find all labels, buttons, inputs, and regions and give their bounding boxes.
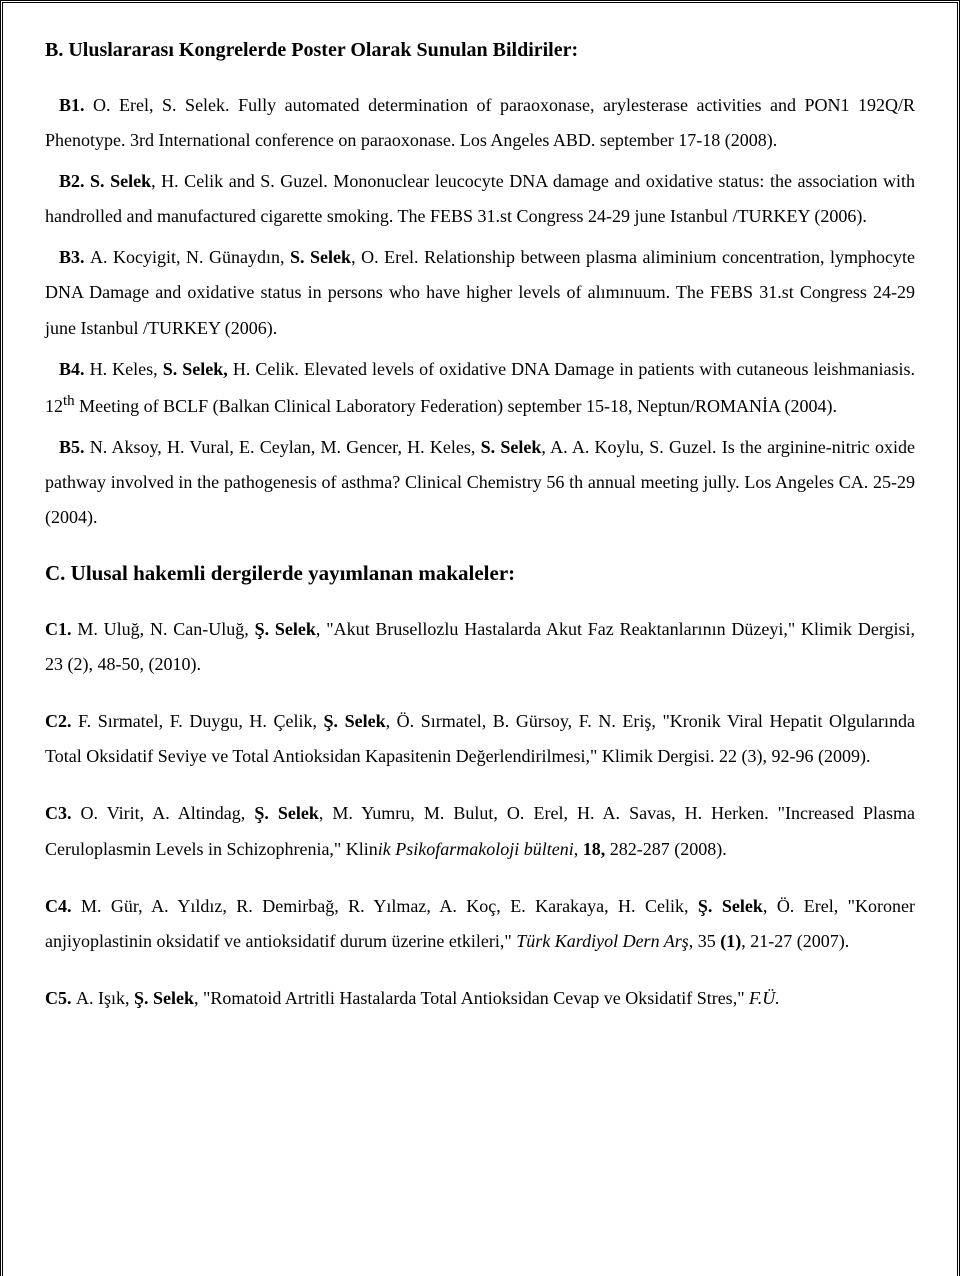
entry-c1: C1. M. Uluğ, N. Can-Uluğ, Ş. Selek, "Aku…: [45, 612, 915, 682]
entry-text: 282-287 (2008).: [610, 839, 727, 859]
entry-text: , 35: [689, 931, 721, 951]
entry-text: O. Erel, S. Selek.: [93, 95, 238, 115]
entry-label: B4.: [59, 359, 90, 379]
entry-b2: B2. S. Selek, H. Celik and S. Guzel. Mon…: [45, 164, 915, 234]
entry-text: O. Virit, A. Altindag,: [81, 803, 255, 823]
superscript: th: [63, 393, 75, 409]
entry-b3: B3. A. Kocyigit, N. Günaydın, S. Selek, …: [45, 240, 915, 345]
author-bold: Ş. Selek: [324, 711, 386, 731]
entry-c4: C4. M. Gür, A. Yıldız, R. Demirbağ, R. Y…: [45, 889, 915, 959]
entry-text: M. Gür, A. Yıldız, R. Demirbağ, R. Yılma…: [81, 896, 698, 916]
bold-text: 18,: [583, 839, 610, 859]
author-bold: S. Selek,: [163, 359, 233, 379]
entry-label: C2.: [45, 711, 78, 731]
entry-text: F. Sırmatel, F. Duygu, H. Çelik,: [78, 711, 323, 731]
italic-text: F.Ü.: [749, 988, 780, 1008]
entry-text: H. Keles,: [90, 359, 163, 379]
entry-b1: B1. O. Erel, S. Selek. Fully automated d…: [45, 88, 915, 158]
entry-c5: C5. A. Işık, Ş. Selek, "Romatoid Artritl…: [45, 981, 915, 1016]
section-b-heading: B. Uluslararası Kongrelerde Poster Olara…: [45, 31, 915, 70]
entry-text: N. Aksoy, H. Vural, E. Ceylan, M. Gencer…: [90, 437, 481, 457]
document-page: B. Uluslararası Kongrelerde Poster Olara…: [0, 0, 960, 1276]
entry-text: A. Kocyigit, N. Günaydın,: [90, 247, 290, 267]
entry-text: M. Uluğ, N. Can-Uluğ,: [77, 619, 254, 639]
author-bold: Ş. Selek: [254, 803, 319, 823]
entry-b5: B5. N. Aksoy, H. Vural, E. Ceylan, M. Ge…: [45, 430, 915, 535]
italic-text: ik Psikofarmakoloji bülteni: [378, 839, 574, 859]
author-bold: S. Selek: [90, 171, 151, 191]
entry-text: ,: [574, 839, 583, 859]
entry-label: B1.: [59, 95, 93, 115]
section-c-heading: C. Ulusal hakemli dergilerde yayımlanan …: [45, 553, 915, 594]
entry-label: C1.: [45, 619, 77, 639]
author-bold: S. Selek: [481, 437, 542, 457]
italic-text: Türk Kardiyol Dern Arş: [516, 931, 689, 951]
entry-label: B2.: [59, 171, 90, 191]
author-bold: Ş. Selek: [134, 988, 194, 1008]
entry-text: , H. Celik and S. Guzel. Mononuclear leu…: [45, 171, 915, 226]
author-bold: Ş. Selek: [698, 896, 763, 916]
bold-text: (1): [720, 931, 741, 951]
author-bold: S. Selek: [290, 247, 351, 267]
entry-label: B3.: [59, 247, 90, 267]
entry-b4: B4. H. Keles, S. Selek, H. Celik. Elevat…: [45, 352, 915, 424]
author-bold: Ş. Selek: [255, 619, 316, 639]
entry-label: C5.: [45, 988, 76, 1008]
entry-label: B5.: [59, 437, 90, 457]
entry-c2: C2. F. Sırmatel, F. Duygu, H. Çelik, Ş. …: [45, 704, 915, 774]
entry-text: A. Işık,: [76, 988, 134, 1008]
entry-text: , 21-27 (2007).: [741, 931, 849, 951]
entry-label: C3.: [45, 803, 81, 823]
entry-text: , "Romatoid Artritli Hastalarda Total An…: [194, 988, 749, 1008]
entry-text: Meeting of BCLF (Balkan Clinical Laborat…: [75, 396, 837, 416]
entry-c3: C3. O. Virit, A. Altindag, Ş. Selek, M. …: [45, 796, 915, 866]
entry-label: C4.: [45, 896, 81, 916]
